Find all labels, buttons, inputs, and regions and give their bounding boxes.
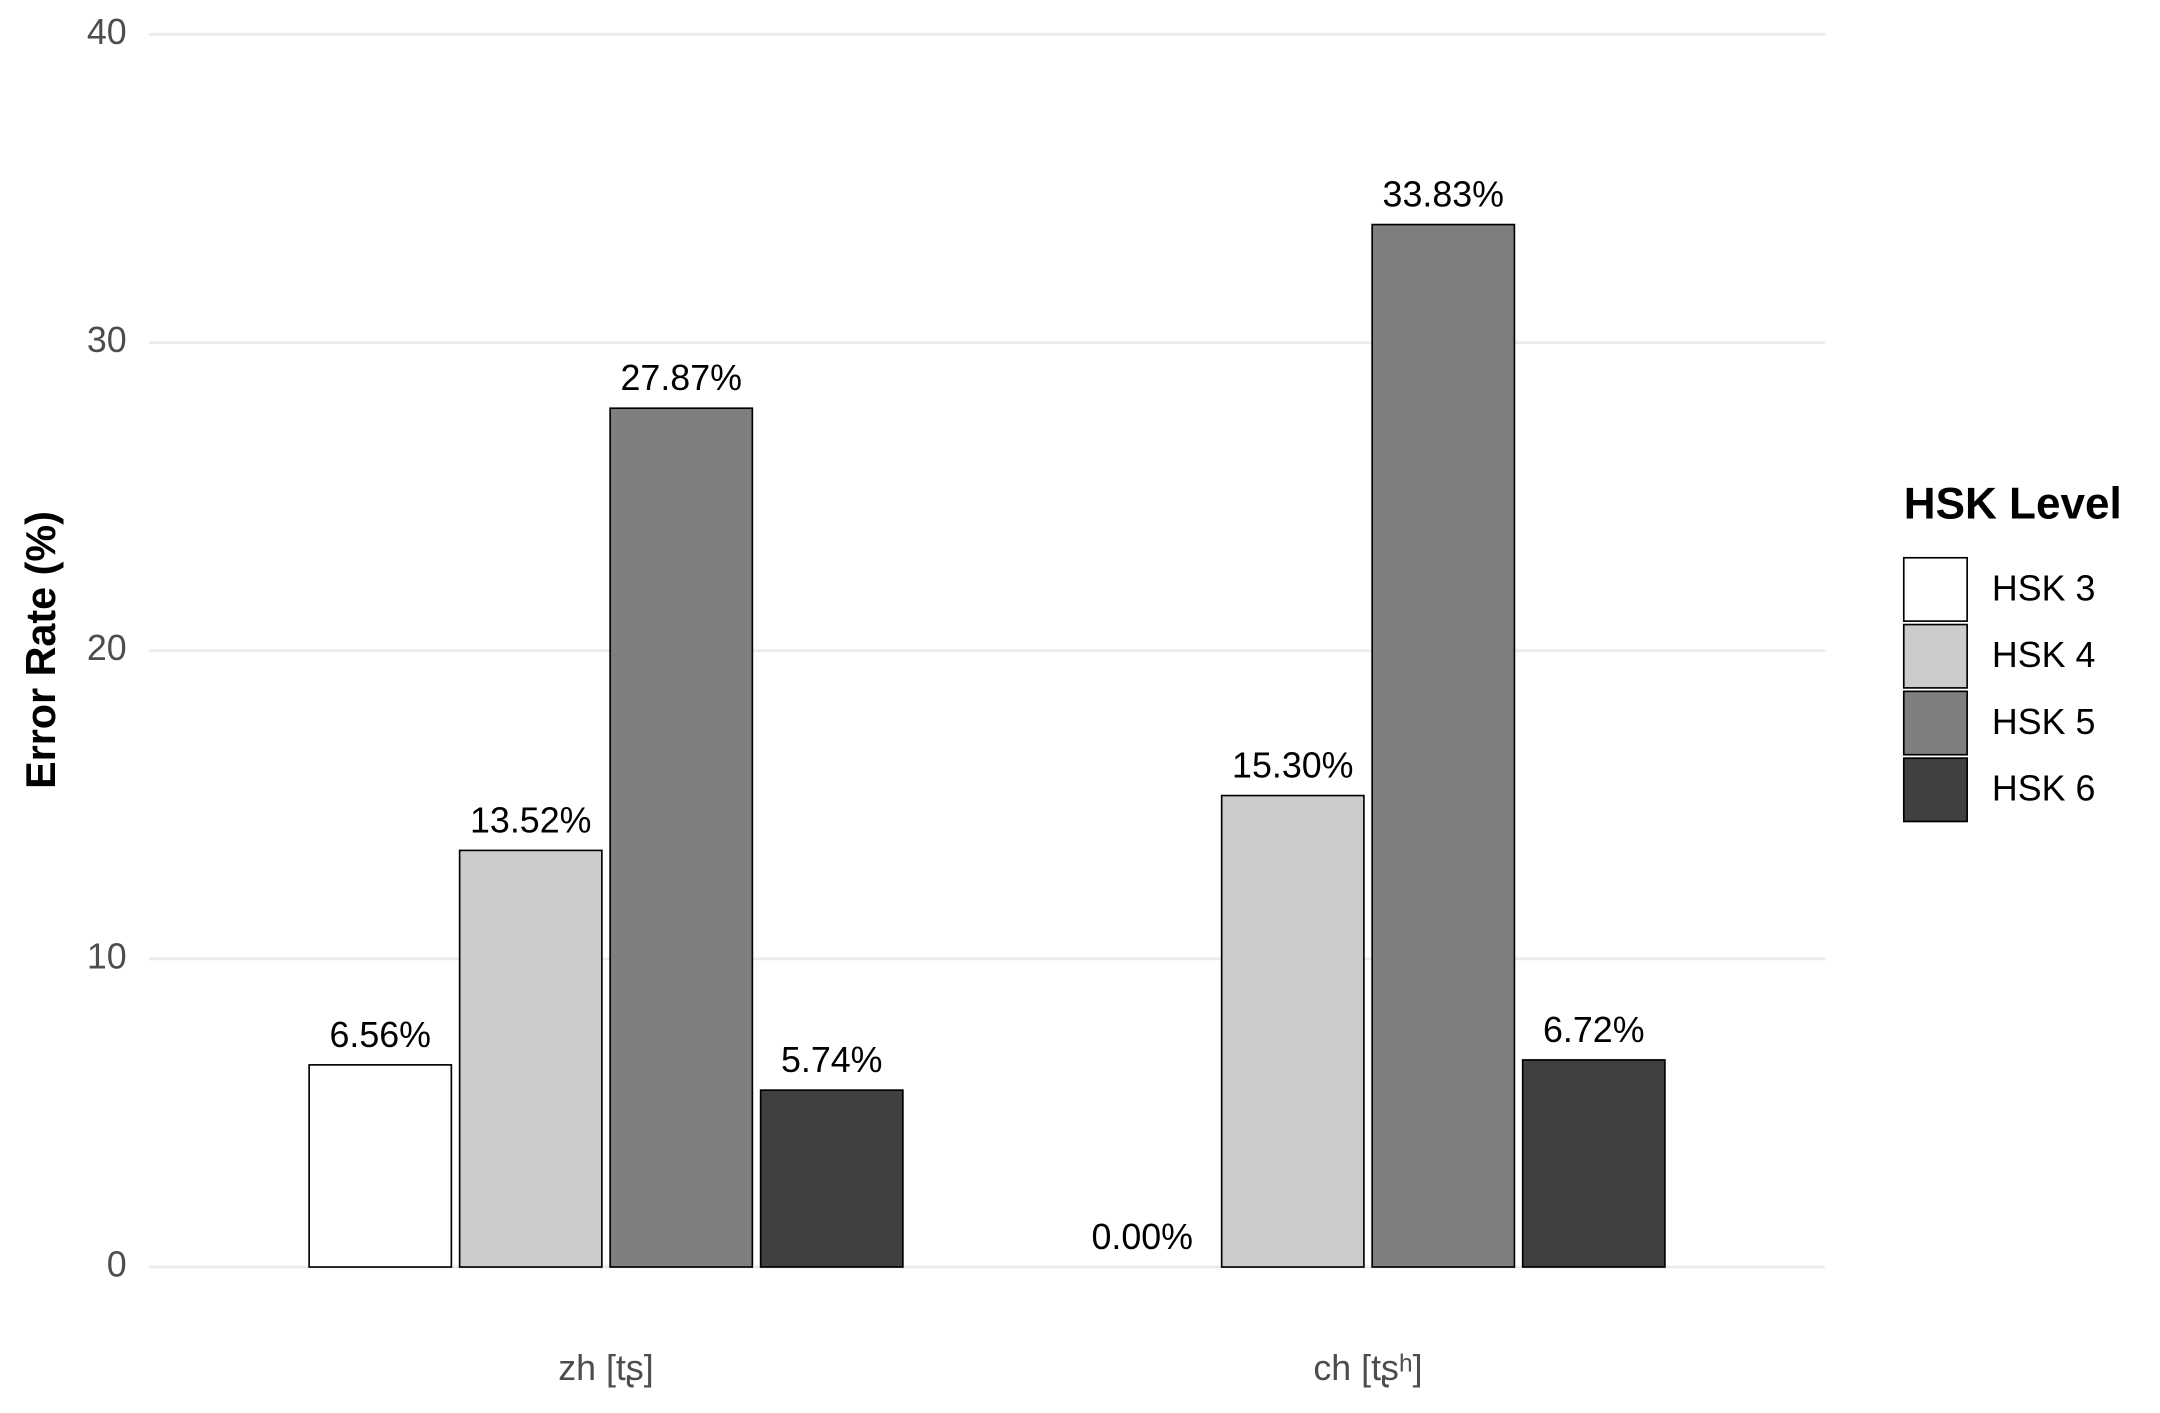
- legend-key: [1902, 623, 1968, 689]
- x-tick-label: zh [tʂ]: [558, 1348, 654, 1388]
- value-label: 0.00%: [1092, 1217, 1194, 1257]
- legend-key: [1902, 690, 1968, 756]
- bar: [1220, 794, 1365, 1268]
- y-tick-label: 0: [107, 1244, 127, 1284]
- bar: [1521, 1059, 1666, 1268]
- value-label: 5.74%: [781, 1040, 883, 1080]
- value-label: 15.30%: [1232, 745, 1353, 785]
- legend-label: HSK 3: [1992, 568, 2095, 608]
- value-label: 13.52%: [470, 800, 591, 840]
- legend-label: HSK 5: [1992, 702, 2095, 742]
- legend-title: HSK Level: [1904, 479, 2122, 528]
- y-tick-label: 10: [87, 936, 127, 976]
- value-label: 6.72%: [1543, 1010, 1645, 1050]
- x-tick-label: ch [tʂʰ]: [1313, 1348, 1422, 1388]
- y-tick-label: 40: [87, 12, 127, 52]
- value-label: 27.87%: [621, 358, 742, 398]
- y-tick-label: 20: [87, 628, 127, 668]
- bar: [458, 849, 603, 1268]
- bar: [308, 1064, 453, 1268]
- bar: [609, 407, 754, 1268]
- bar: [1371, 223, 1516, 1268]
- y-tick-label: 30: [87, 320, 127, 360]
- legend-key: [1902, 556, 1968, 622]
- y-axis-label: Error Rate (%): [18, 511, 64, 789]
- bar: [759, 1089, 904, 1268]
- legend-label: HSK 6: [1992, 769, 2095, 809]
- value-label: 33.83%: [1383, 174, 1504, 214]
- legend-label: HSK 4: [1992, 635, 2095, 675]
- value-label: 6.56%: [329, 1015, 431, 1055]
- legend-key: [1902, 757, 1968, 823]
